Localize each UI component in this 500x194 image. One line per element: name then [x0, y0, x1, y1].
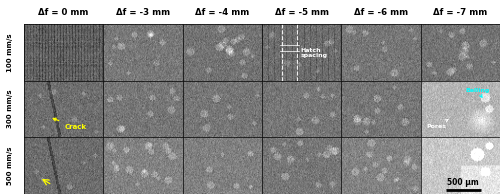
Text: 500 μm: 500 μm	[447, 178, 478, 187]
Text: Δf = -4 mm: Δf = -4 mm	[195, 8, 250, 17]
Text: 100 mm/s: 100 mm/s	[6, 33, 12, 72]
Text: 300 mm/s: 300 mm/s	[6, 90, 12, 128]
Text: Hatch
spacing: Hatch spacing	[300, 48, 327, 58]
Text: Δf = -3 mm: Δf = -3 mm	[116, 8, 170, 17]
Text: Pores: Pores	[426, 120, 448, 129]
Text: 500 mm/s: 500 mm/s	[6, 146, 12, 185]
Text: Δf = -6 mm: Δf = -6 mm	[354, 8, 408, 17]
Text: Crack: Crack	[53, 118, 86, 130]
Text: Δf = -7 mm: Δf = -7 mm	[433, 8, 488, 17]
Text: Balling: Balling	[466, 88, 490, 97]
Text: Δf = -5 mm: Δf = -5 mm	[274, 8, 328, 17]
Text: Δf = 0 mm: Δf = 0 mm	[38, 8, 89, 17]
